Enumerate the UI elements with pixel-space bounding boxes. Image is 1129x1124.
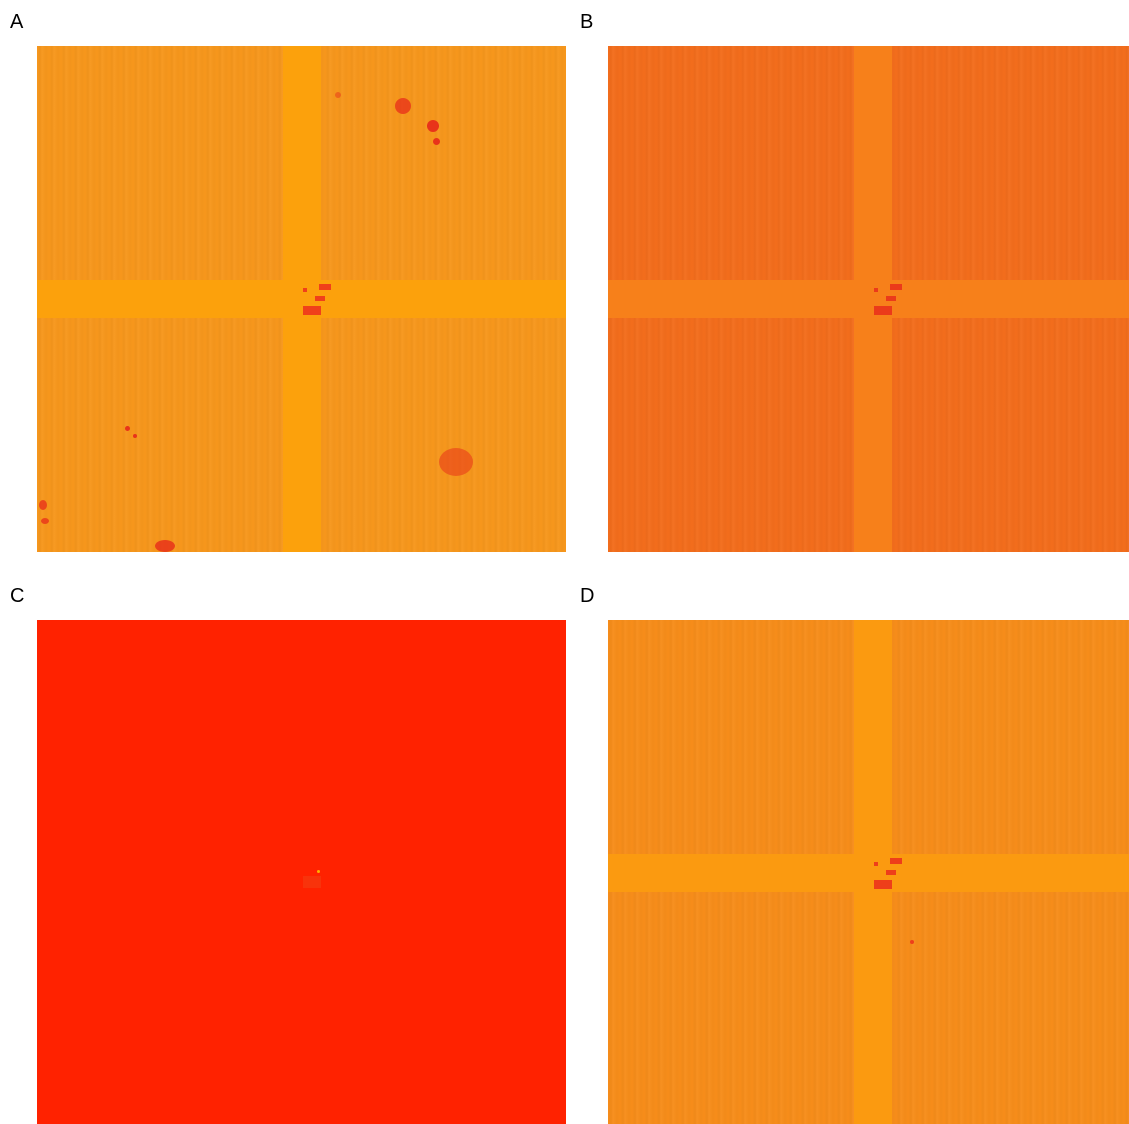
center-marker [303, 306, 321, 315]
center-marker [874, 288, 878, 292]
horizontal-band [608, 854, 1129, 892]
red-spot [155, 540, 175, 552]
red-spot [41, 518, 49, 524]
center-marker [874, 306, 892, 315]
red-spot [439, 448, 473, 476]
yellow-speck [317, 870, 320, 873]
center-marker [303, 876, 321, 888]
red-spot [427, 120, 439, 132]
red-spot [395, 98, 411, 114]
red-spot [335, 92, 341, 98]
panel-label-c: C [10, 585, 25, 607]
red-spot [433, 138, 440, 145]
center-marker [303, 288, 307, 292]
panel-label-b: B [580, 11, 594, 33]
panel-label-a: A [10, 11, 24, 33]
red-spot [39, 500, 47, 510]
panel-label-d: D [580, 585, 595, 607]
micrograph-panel-b [608, 46, 1129, 552]
center-marker [319, 284, 331, 290]
micrograph-panel-c [37, 620, 566, 1124]
center-marker [886, 870, 896, 875]
micrograph-panel-d [608, 620, 1129, 1124]
horizontal-band [608, 280, 1129, 318]
center-marker [886, 296, 896, 301]
center-marker [874, 862, 878, 866]
center-marker [890, 858, 902, 864]
center-marker [874, 880, 892, 889]
horizontal-band [37, 280, 566, 318]
red-spot [133, 434, 137, 438]
red-spot [910, 940, 914, 944]
red-spot [125, 426, 130, 431]
center-marker [315, 296, 325, 301]
micrograph-panel-a [37, 46, 566, 552]
center-marker [890, 284, 902, 290]
